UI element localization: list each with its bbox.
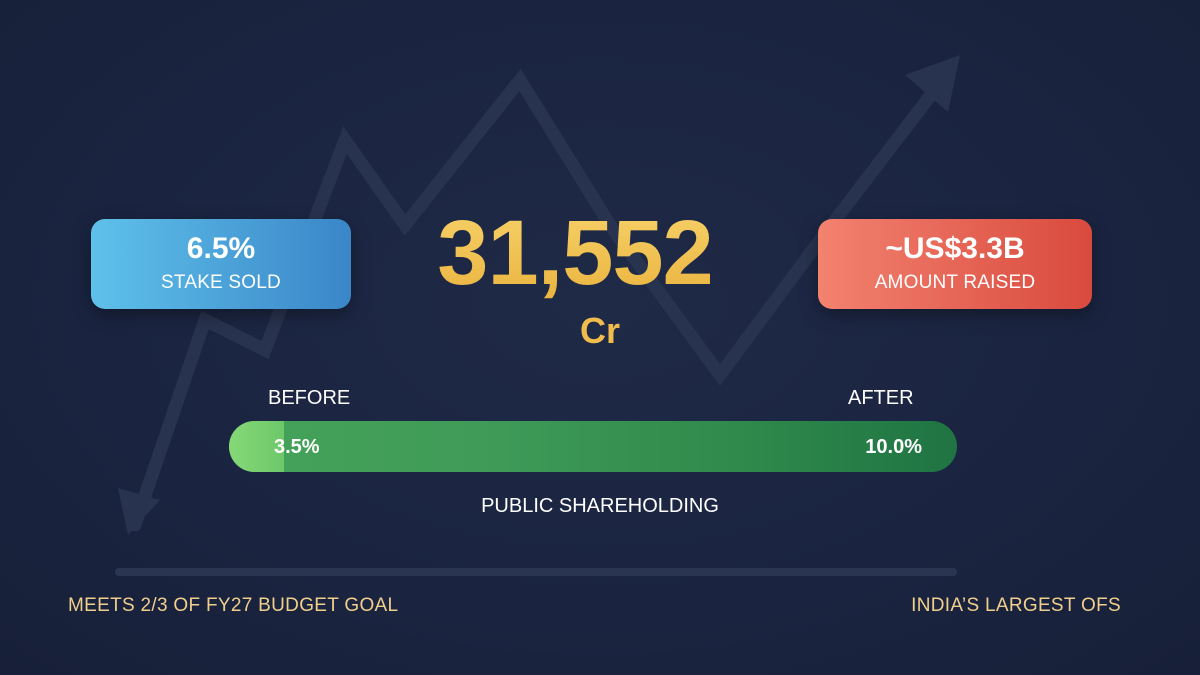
- shareholding-caption: PUBLIC SHAREHOLDING: [481, 495, 719, 517]
- stake-sold-card: 6.5% STAKE SOLD: [91, 219, 351, 309]
- shareholding-progress-bar: 3.5% 10.0%: [229, 421, 957, 472]
- divider-line: [115, 568, 957, 576]
- after-value: 10.0%: [865, 436, 922, 458]
- footer-budget-note: MEETS 2/3 OF FY27 BUDGET GOAL: [68, 595, 399, 616]
- amount-raised-value: ~US$3.3B: [885, 232, 1025, 265]
- amount-raised-card: ~US$3.3B AMOUNT RAISED: [818, 219, 1092, 309]
- before-value: 3.5%: [274, 436, 320, 458]
- headline-amount: 31,552: [400, 198, 750, 308]
- footer-largest-note: INDIA’S LARGEST OFS: [911, 595, 1121, 616]
- before-fill-segment: [229, 421, 284, 472]
- amount-raised-label: AMOUNT RAISED: [874, 272, 1036, 293]
- after-label: AFTER: [848, 387, 914, 409]
- stake-sold-value: 6.5%: [186, 232, 256, 265]
- headline-unit: Cr: [579, 310, 620, 351]
- stake-sold-label: STAKE SOLD: [161, 272, 281, 293]
- before-label: BEFORE: [268, 387, 351, 409]
